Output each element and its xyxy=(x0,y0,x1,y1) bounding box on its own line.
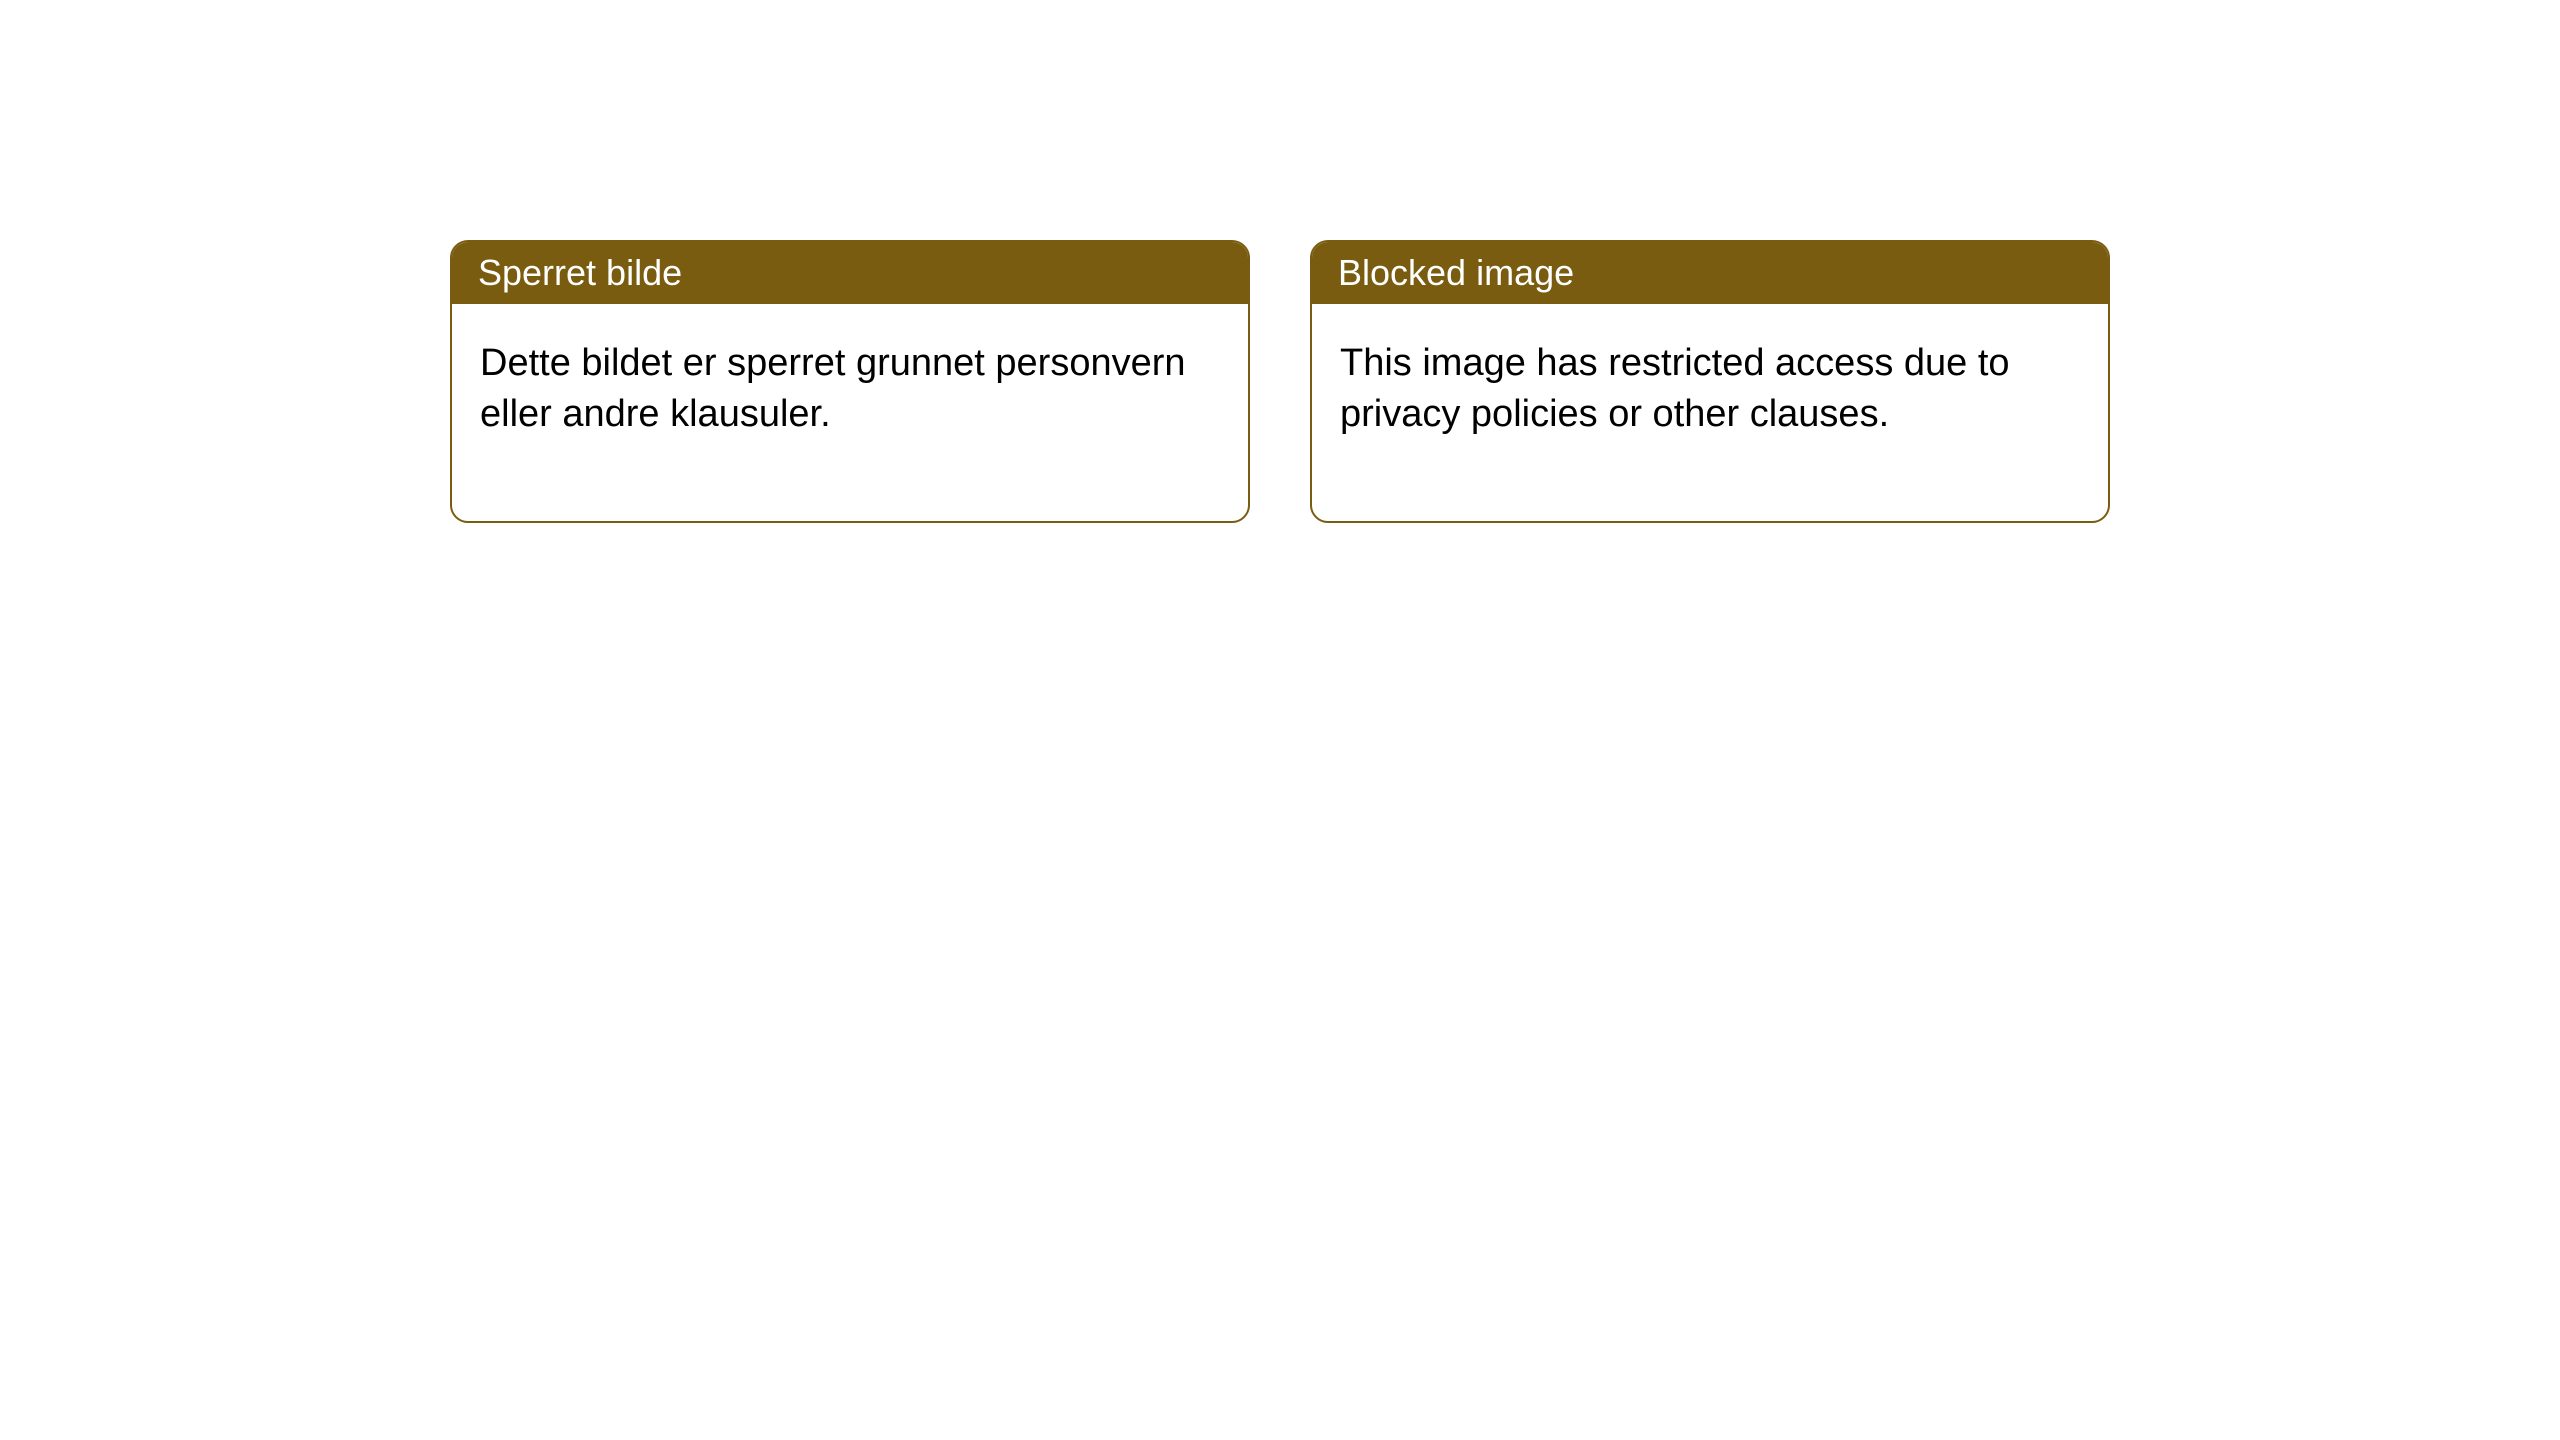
notice-card-container: Sperret bilde Dette bildet er sperret gr… xyxy=(0,0,2560,523)
notice-card-english: Blocked image This image has restricted … xyxy=(1310,240,2110,523)
card-header: Blocked image xyxy=(1312,242,2108,304)
notice-card-norwegian: Sperret bilde Dette bildet er sperret gr… xyxy=(450,240,1250,523)
card-header-text: Blocked image xyxy=(1338,252,1574,293)
card-body-text: Dette bildet er sperret grunnet personve… xyxy=(480,342,1186,435)
card-body: Dette bildet er sperret grunnet personve… xyxy=(452,304,1248,521)
card-body-text: This image has restricted access due to … xyxy=(1340,342,2010,435)
card-header-text: Sperret bilde xyxy=(478,252,682,293)
card-body: This image has restricted access due to … xyxy=(1312,304,2108,521)
card-header: Sperret bilde xyxy=(452,242,1248,304)
